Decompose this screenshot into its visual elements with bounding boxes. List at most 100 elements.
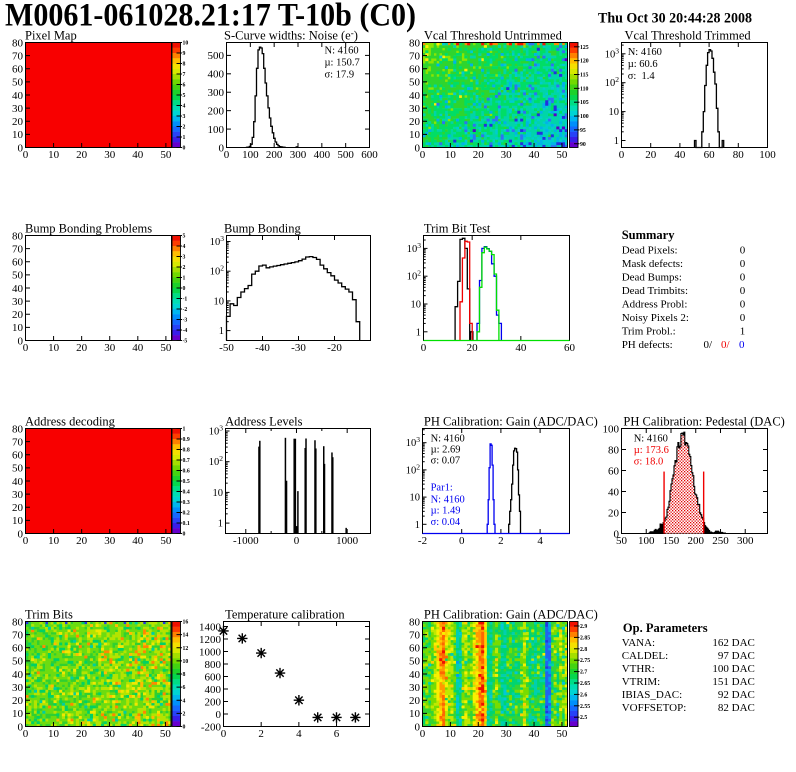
svg-text:100: 100 [242, 149, 259, 161]
svg-text:-4: -4 [183, 328, 188, 334]
svg-text:0: 0 [740, 312, 746, 324]
svg-text:40: 40 [515, 342, 527, 354]
svg-text:50: 50 [409, 656, 421, 668]
svg-text:10: 10 [48, 342, 60, 354]
svg-text:40: 40 [12, 476, 24, 488]
svg-text:0: 0 [23, 149, 29, 161]
svg-text:50: 50 [160, 728, 172, 740]
svg-text:400: 400 [314, 149, 331, 161]
svg-text:5: 5 [183, 234, 186, 240]
svg-text:40: 40 [12, 669, 24, 681]
svg-text:40: 40 [529, 149, 541, 161]
svg-text:10: 10 [411, 300, 422, 311]
svg-text:Trim Bits: Trim Bits [25, 608, 73, 622]
svg-text:30: 30 [12, 682, 24, 694]
svg-text:-2: -2 [183, 307, 188, 313]
svg-text:4: 4 [537, 535, 543, 547]
svg-text:2.6: 2.6 [580, 692, 587, 698]
svg-text:600: 600 [205, 671, 222, 683]
svg-text:200: 200 [266, 149, 283, 161]
svg-text:9: 9 [183, 51, 186, 57]
svg-text:30: 30 [104, 149, 116, 161]
svg-text:Summary: Summary [622, 228, 676, 242]
svg-text:0: 0 [18, 528, 24, 540]
svg-text:125: 125 [580, 45, 589, 51]
svg-text:VTRIM:: VTRIM: [622, 676, 661, 688]
svg-text:80: 80 [12, 37, 24, 49]
svg-text:µ: 2.69: µ: 2.69 [431, 445, 461, 456]
svg-text:6: 6 [183, 83, 186, 89]
svg-text:60: 60 [12, 643, 24, 655]
svg-text:1400: 1400 [199, 621, 222, 633]
svg-text:0: 0 [23, 342, 29, 354]
svg-text:300: 300 [737, 535, 754, 547]
svg-text:50: 50 [12, 270, 24, 282]
svg-text:2.7: 2.7 [580, 670, 587, 676]
svg-text:1: 1 [416, 327, 421, 338]
svg-text:Dead Trimbits:: Dead Trimbits: [622, 285, 688, 297]
svg-text:40: 40 [12, 283, 24, 295]
svg-text:0: 0 [420, 149, 426, 161]
svg-text:5: 5 [183, 93, 186, 99]
svg-text:S-Curve widths: Noise (e-): S-Curve widths: Noise (e-) [224, 28, 358, 43]
svg-text:Pixel Map: Pixel Map [25, 29, 77, 43]
svg-text:0.2: 0.2 [183, 511, 190, 517]
svg-text:1: 1 [183, 135, 186, 141]
svg-text:µ: 150.7: µ: 150.7 [325, 58, 360, 69]
svg-text:60: 60 [12, 257, 24, 269]
svg-text:4: 4 [296, 728, 302, 740]
svg-text:500: 500 [208, 50, 225, 62]
svg-text:80: 80 [733, 149, 745, 161]
svg-text:1200: 1200 [199, 634, 222, 646]
svg-text:40: 40 [132, 149, 144, 161]
svg-text:Bump Bonding: Bump Bonding [224, 222, 301, 236]
svg-text:0: 0 [23, 535, 29, 547]
svg-text:40: 40 [132, 535, 144, 547]
svg-text:50: 50 [160, 149, 172, 161]
svg-text:IBIAS_DAC:: IBIAS_DAC: [622, 689, 683, 701]
svg-text:0: 0 [23, 728, 29, 740]
svg-text:30: 30 [12, 103, 24, 115]
svg-text:2: 2 [183, 125, 186, 131]
svg-text:Dead Pixels:: Dead Pixels: [622, 244, 678, 256]
svg-text:4: 4 [183, 244, 186, 250]
svg-text:97 DAC: 97 DAC [718, 650, 755, 662]
svg-text:Op. Parameters: Op. Parameters [623, 621, 708, 635]
svg-text:70: 70 [409, 629, 421, 641]
svg-text:0: 0 [216, 709, 222, 721]
svg-text:0: 0 [415, 142, 421, 154]
svg-text:VANA:: VANA: [622, 637, 655, 649]
svg-text:Vcal Threshold Untrimmed: Vcal Threshold Untrimmed [424, 29, 563, 43]
svg-text:10: 10 [409, 708, 421, 720]
svg-text:40: 40 [409, 669, 421, 681]
svg-text:0: 0 [224, 149, 230, 161]
svg-text:10: 10 [48, 728, 60, 740]
svg-text:80: 80 [12, 230, 24, 242]
svg-text:10: 10 [445, 728, 457, 740]
svg-text:10: 10 [213, 488, 224, 499]
svg-text:60: 60 [12, 64, 24, 76]
svg-text:-2: -2 [418, 535, 427, 547]
svg-text:100 DAC: 100 DAC [712, 663, 754, 675]
svg-text:50: 50 [409, 77, 421, 89]
svg-text:20: 20 [76, 535, 88, 547]
svg-text:µ: 60.6: µ: 60.6 [628, 59, 658, 70]
svg-text:1: 1 [740, 326, 746, 338]
svg-text:50: 50 [12, 463, 24, 475]
svg-text:50: 50 [160, 535, 172, 547]
svg-text:Address Levels: Address Levels [225, 415, 303, 429]
svg-text:70: 70 [409, 50, 421, 62]
svg-text:Thu Oct 30 20:44:28 2008: Thu Oct 30 20:44:28 2008 [598, 11, 752, 27]
svg-text:1: 1 [183, 276, 186, 282]
svg-text:300: 300 [208, 87, 225, 99]
svg-text:0.3: 0.3 [183, 500, 190, 506]
svg-text:40: 40 [409, 90, 421, 102]
svg-text:20: 20 [409, 116, 421, 128]
svg-text:60: 60 [409, 64, 421, 76]
svg-text:20: 20 [76, 149, 88, 161]
svg-text:Temperature calibration: Temperature calibration [225, 608, 345, 622]
svg-text:30: 30 [104, 535, 116, 547]
svg-text:2.5: 2.5 [580, 715, 587, 721]
svg-text:2.75: 2.75 [580, 658, 590, 664]
svg-text:2.9: 2.9 [580, 624, 587, 630]
